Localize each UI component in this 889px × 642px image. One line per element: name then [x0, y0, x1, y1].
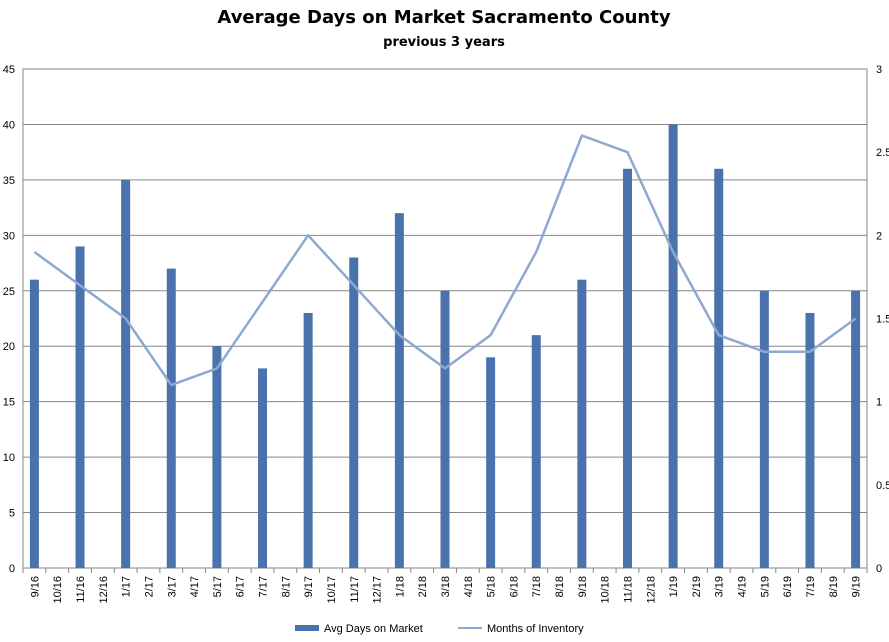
y-right-tick-label: 2.5 — [876, 147, 889, 159]
x-tick-label: 12/16 — [98, 576, 110, 604]
y-left-tick-label: 25 — [3, 286, 15, 298]
x-tick-label: 6/19 — [782, 576, 794, 597]
y-left-tick-label: 10 — [3, 452, 15, 464]
x-tick-label: 5/19 — [759, 576, 771, 597]
x-tick-label: 4/19 — [737, 576, 749, 597]
x-tick-label: 3/19 — [714, 576, 726, 597]
x-tick-label: 9/17 — [303, 576, 315, 597]
x-tick-label: 12/17 — [372, 576, 384, 604]
x-tick-label: 2/18 — [417, 576, 429, 597]
bar — [29, 279, 39, 568]
y-left-tick-label: 0 — [9, 563, 15, 575]
y-left-tick-label: 30 — [3, 230, 15, 242]
bar — [212, 346, 222, 568]
bar — [668, 124, 678, 568]
x-tick-label: 8/17 — [280, 576, 292, 597]
bar — [258, 368, 268, 568]
x-tick-label: 4/17 — [189, 576, 201, 597]
x-tick-label: 7/17 — [258, 576, 270, 597]
y-right-tick-label: 1.5 — [876, 314, 889, 326]
x-tick-label: 9/16 — [29, 576, 41, 597]
legend-label-bar: Avg Days on Market — [324, 623, 423, 635]
y-right-tick-label: 1 — [876, 397, 882, 409]
x-tick-label: 8/18 — [554, 576, 566, 597]
legend: Avg Days on Market Months of Inventory — [295, 623, 584, 635]
x-tick-label: 12/18 — [645, 576, 657, 604]
x-tick-label: 4/18 — [463, 576, 475, 597]
legend-swatch-bar — [295, 625, 319, 631]
bar — [622, 168, 632, 569]
chart-title: Average Days on Market Sacramento County — [217, 7, 670, 28]
y-right-tick-label: 3 — [876, 64, 882, 76]
legend-label-line: Months of Inventory — [487, 623, 584, 635]
x-tick-label: 8/19 — [828, 576, 840, 597]
y-left-tick-label: 5 — [9, 508, 15, 520]
chart-subtitle: previous 3 years — [383, 35, 505, 50]
x-tick-label: 11/18 — [622, 576, 634, 603]
bar — [531, 335, 541, 568]
line-series — [33, 134, 857, 387]
x-tick-label: 6/18 — [508, 576, 520, 597]
bar — [121, 179, 131, 568]
x-tick-label: 9/19 — [851, 576, 863, 597]
bar — [805, 312, 815, 568]
y-left-tick-label: 15 — [3, 397, 15, 409]
x-tick-label: 1/17 — [121, 576, 133, 597]
bar — [303, 312, 313, 568]
x-tick-label: 10/18 — [600, 576, 612, 604]
bar — [714, 168, 724, 569]
bar — [349, 257, 359, 568]
x-tick-label: 11/16 — [75, 576, 87, 603]
x-tick-label: 1/19 — [668, 576, 680, 597]
x-tick-label: 3/18 — [440, 576, 452, 597]
x-tick-label: 7/19 — [805, 576, 817, 597]
y-left-tick-label: 45 — [3, 64, 15, 76]
bar — [759, 290, 769, 568]
x-tick-label: 10/16 — [52, 576, 64, 604]
bar — [577, 279, 587, 568]
y-left-tick-label: 35 — [3, 175, 15, 187]
x-tick-label: 3/17 — [166, 576, 178, 597]
bar — [851, 290, 861, 568]
x-tick-label: 2/19 — [691, 576, 703, 597]
x-tick-label: 5/17 — [212, 576, 224, 597]
y-left-tick-label: 20 — [3, 341, 15, 353]
y-right-tick-label: 2 — [876, 230, 882, 242]
y-right-tick-label: 0.5 — [876, 480, 889, 492]
x-tick-label: 9/18 — [577, 576, 589, 597]
bar — [440, 290, 450, 568]
x-tick-label: 2/17 — [143, 576, 155, 597]
x-tick-label: 6/17 — [235, 576, 247, 597]
x-tick-label: 10/17 — [326, 576, 338, 604]
bar — [75, 246, 85, 568]
plot-area: 0 5 10 15 20 25 30 35 40 45 0 0.5 1 1.5 2 2.5 3 9/16 10/16… — [3, 64, 889, 604]
y-left-tick-label: 40 — [3, 119, 15, 131]
bar — [486, 357, 496, 568]
x-tick-label: 11/17 — [349, 576, 361, 603]
bar — [166, 268, 176, 568]
y-right-tick-label: 0 — [876, 563, 882, 575]
x-tick-label: 5/18 — [486, 576, 498, 597]
x-tick-label: 1/18 — [394, 576, 406, 597]
x-tick-label: 7/18 — [531, 576, 543, 597]
bar — [394, 213, 404, 568]
